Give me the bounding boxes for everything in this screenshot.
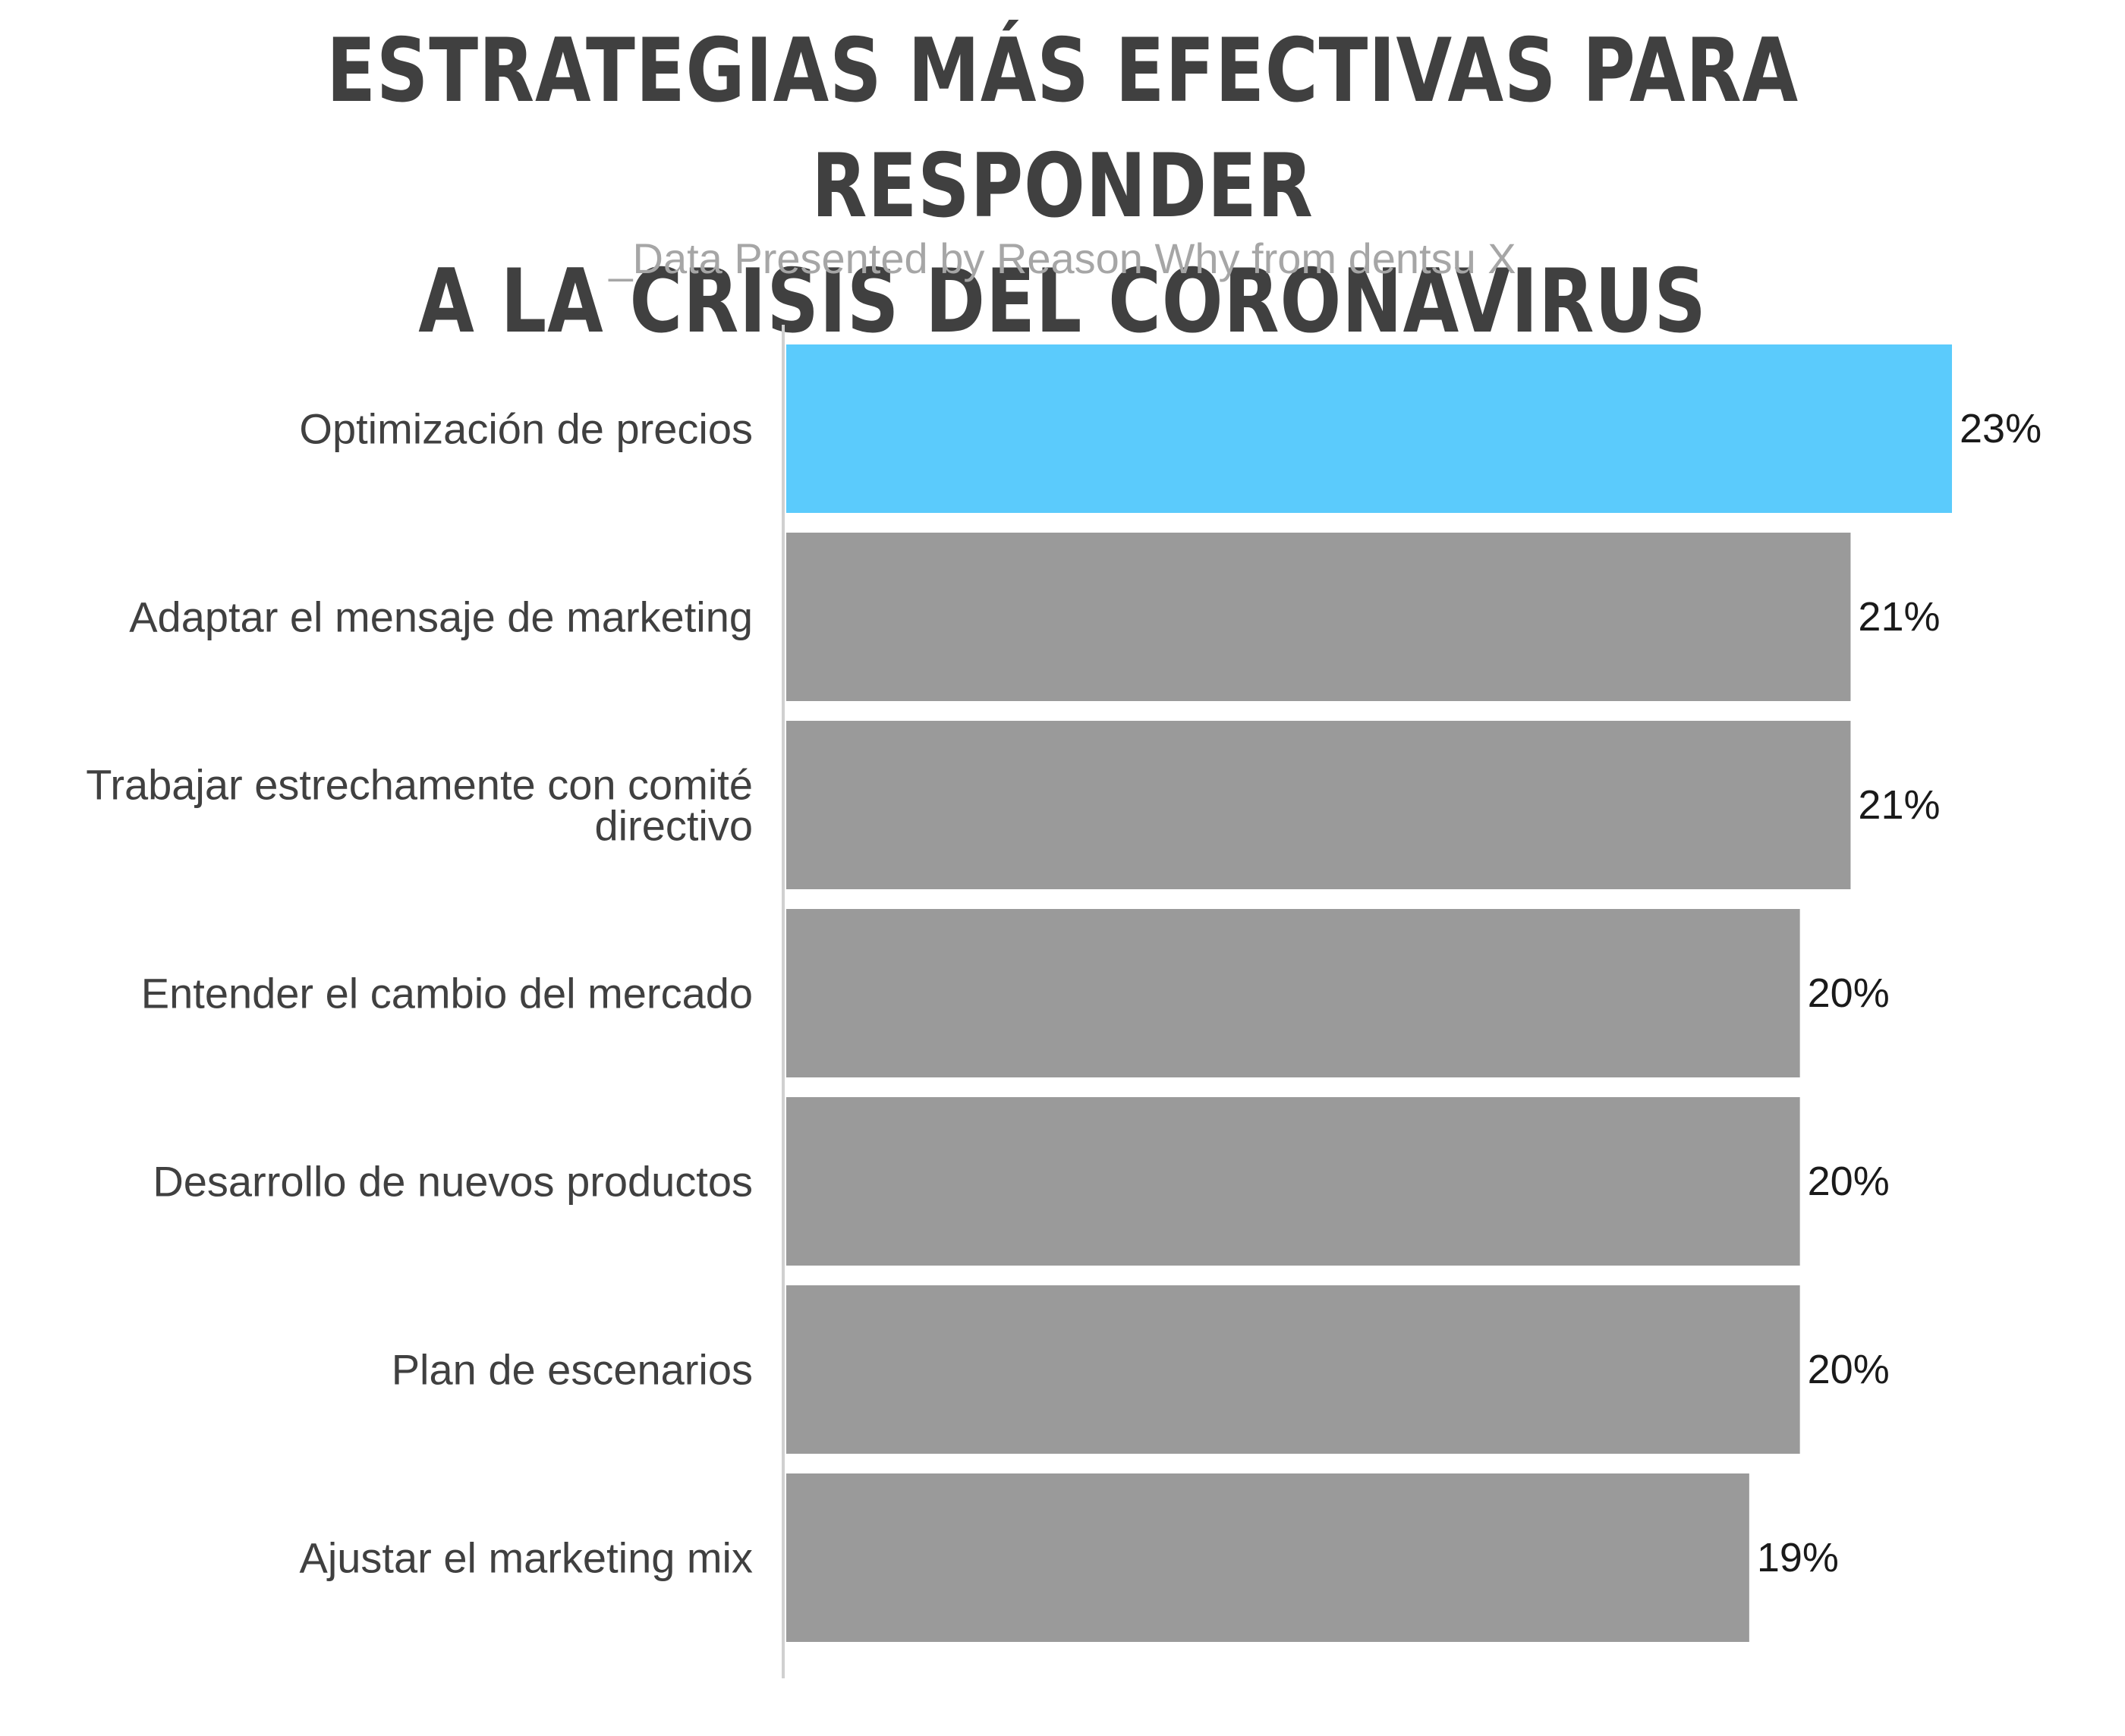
category-label-line: Plan de escenarios [392, 1346, 753, 1394]
bar-value-label-3: 20% [1808, 970, 1890, 1016]
bar-0 [786, 344, 1952, 513]
bar-4 [786, 1097, 1800, 1266]
category-label-2: Trabajar estrechamente con comité directi… [86, 761, 753, 850]
category-label-5: Plan de escenarios [392, 1346, 753, 1394]
category-label-line: Adaptar el mensaje de marketing [129, 593, 753, 641]
category-label-line: directivo [594, 802, 753, 850]
bars-group: 23% Optimización de precios 21% Adaptar el … [86, 344, 2042, 1642]
category-label-line: Trabajar estrechamente con comité [86, 761, 753, 809]
bar-value-label-1: 21% [1858, 594, 1940, 640]
category-label-line: Ajustar el marketing mix [299, 1534, 753, 1582]
chart-subtitle: _Data Presented by Reason Why from dents… [609, 234, 1516, 282]
bar-2 [786, 721, 1851, 889]
chart-title: ESTRATEGIAS MÁS EFECTIVAS PARA RESPONDER… [191, 14, 1934, 360]
category-label-line: Desarrollo de nuevos productos [153, 1158, 753, 1206]
category-label-line: Optimización de precios [299, 405, 753, 453]
category-label-1: Adaptar el mensaje de marketing [129, 593, 753, 641]
bar-1 [786, 533, 1851, 701]
chart-title-line-1: ESTRATEGIAS MÁS EFECTIVAS PARA RESPONDER [326, 20, 1799, 237]
bar-value-label-5: 20% [1808, 1347, 1890, 1392]
category-label-3: Entender el cambio del mercado [141, 970, 753, 1017]
bar-3 [786, 909, 1800, 1077]
category-label-4: Desarrollo de nuevos productos [153, 1158, 753, 1206]
category-label-0: Optimización de precios [299, 405, 753, 453]
bar-value-label-4: 20% [1808, 1159, 1890, 1204]
bar-value-label-0: 23% [1960, 406, 2042, 451]
bar-5 [786, 1285, 1800, 1454]
category-label-6: Ajustar el marketing mix [299, 1534, 753, 1582]
bar-value-label-6: 19% [1757, 1535, 1839, 1580]
category-label-line: Entender el cambio del mercado [141, 970, 753, 1017]
bar-6 [786, 1473, 1749, 1642]
chart-title-line-2: A LA CRISIS DEL CORONAVIRUS [418, 250, 1707, 353]
bar-value-label-2: 21% [1858, 782, 1940, 828]
